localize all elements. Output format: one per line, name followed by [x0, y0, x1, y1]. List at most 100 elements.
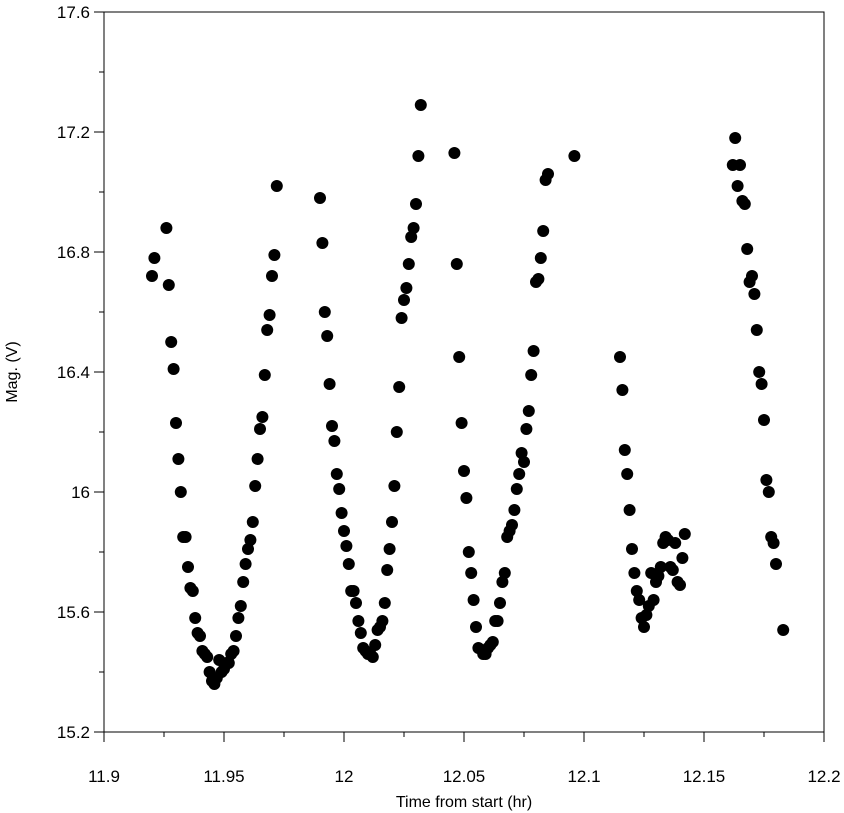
data-point [767, 537, 780, 549]
data-point [618, 444, 631, 456]
data-point [263, 309, 276, 321]
data-point [170, 417, 182, 429]
data-point [400, 282, 413, 294]
data-point [525, 369, 538, 381]
data-point [340, 540, 353, 552]
data-point [182, 561, 194, 573]
y-tick-label: 16.4 [57, 363, 90, 382]
data-point [414, 99, 427, 111]
data-point [453, 351, 466, 363]
data-point [254, 423, 266, 435]
data-point [376, 615, 389, 627]
x-tick-label: 12.2 [807, 767, 840, 786]
data-point [669, 537, 682, 549]
plot-frame [103, 11, 825, 733]
x-axis-ticks: 11.9 11.95 12 12.05 12.1 12.15 12.2 [88, 732, 841, 786]
data-point [222, 657, 235, 669]
data-point [366, 651, 379, 663]
data-point [746, 270, 758, 282]
data-point [390, 426, 403, 438]
data-point [486, 636, 499, 648]
data-point [626, 543, 638, 555]
data-point [378, 597, 391, 609]
data-point [465, 567, 478, 579]
data-point [395, 312, 408, 324]
data-point [753, 366, 766, 378]
data-point [328, 435, 341, 447]
data-point [194, 630, 206, 642]
data-point [314, 192, 326, 204]
data-point [676, 552, 689, 564]
data-point [246, 516, 259, 528]
data-point [616, 384, 629, 396]
data-point [249, 480, 262, 492]
y-axis-label: Mag. (V) [4, 341, 21, 402]
y-tick-label: 16.8 [57, 243, 90, 262]
data-point [734, 159, 746, 171]
data-point [674, 579, 686, 591]
data-point [494, 597, 506, 609]
data-point [172, 453, 185, 465]
data-point [758, 414, 770, 426]
data-point [568, 150, 581, 162]
data-point [227, 645, 240, 657]
data-point [321, 330, 334, 342]
data-point [270, 180, 283, 192]
data-point [405, 231, 418, 243]
x-tick-label: 12.05 [443, 767, 486, 786]
data-point [160, 222, 173, 234]
data-point [201, 651, 214, 663]
data-point [383, 543, 396, 555]
data-point [261, 324, 274, 336]
data-point [230, 630, 242, 642]
y-axis-ticks: 15.2 15.6 16 16.4 16.8 17.2 17.6 [57, 3, 104, 742]
data-point [496, 576, 509, 588]
data-point [369, 639, 382, 651]
data-point [407, 222, 420, 234]
data-point [386, 516, 398, 528]
data-point [748, 288, 761, 300]
y-tick-label: 15.6 [57, 603, 90, 622]
data-point [186, 585, 199, 597]
data-point [350, 597, 362, 609]
data-point [448, 147, 461, 159]
data-point [232, 612, 245, 624]
data-point [162, 279, 175, 291]
data-point [666, 564, 679, 576]
data-point [179, 531, 192, 543]
x-tick-label: 12.1 [567, 767, 600, 786]
data-point [729, 132, 742, 144]
data-point [527, 345, 540, 357]
x-tick-label: 12 [335, 767, 354, 786]
data-point [342, 558, 355, 570]
y-tick-label: 17.2 [57, 123, 90, 142]
data-point [381, 564, 394, 576]
data-point [333, 483, 346, 495]
data-point [537, 225, 550, 237]
data-point [354, 627, 367, 639]
data-point [647, 594, 660, 606]
data-point [654, 561, 667, 573]
data-point [630, 585, 643, 597]
data-point [316, 237, 329, 249]
data-points [146, 99, 790, 690]
data-point [491, 615, 504, 627]
data-point [515, 447, 528, 459]
data-point [268, 249, 281, 261]
data-point [412, 150, 425, 162]
data-point [256, 411, 269, 423]
data-point [513, 468, 526, 480]
y-tick-label: 15.2 [57, 723, 90, 742]
data-point [652, 570, 665, 582]
data-point [347, 585, 360, 597]
data-point [242, 543, 254, 555]
data-point [234, 600, 247, 612]
data-point [323, 378, 336, 390]
x-tick-label: 11.9 [88, 767, 120, 786]
data-point [470, 621, 482, 633]
data-point [762, 486, 775, 498]
data-point [760, 474, 773, 486]
data-point [633, 594, 646, 606]
data-point [239, 558, 252, 570]
